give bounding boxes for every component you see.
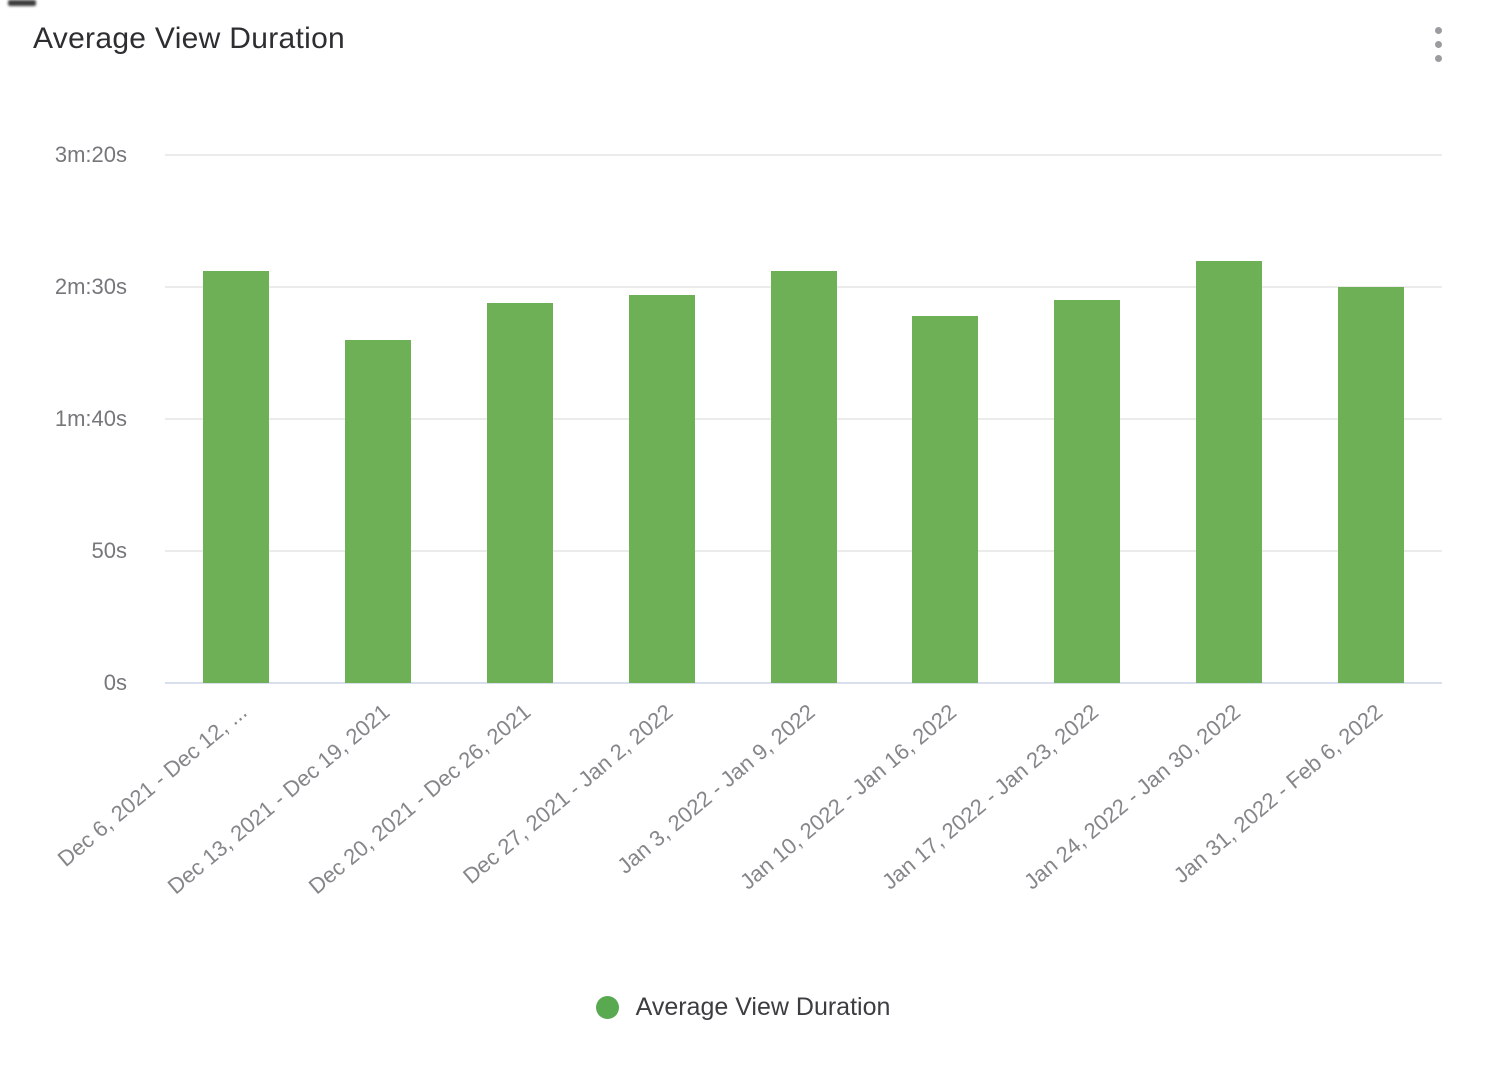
bar-9[interactable] [1338,287,1405,683]
bar-3[interactable] [486,302,553,683]
x-tick-label: Dec 20, 2021 - Dec 26, 2021 [304,699,536,899]
y-tick-label: 3m:20s [54,142,127,167]
x-axis-baseline [165,682,1442,684]
legend-swatch-icon [595,996,619,1019]
bar-5[interactable] [770,271,837,683]
y-gridline [165,154,1442,156]
y-tick-label: 2m:30s [54,274,127,299]
bar-7[interactable] [1054,300,1121,683]
kebab-menu-icon[interactable] [1433,25,1444,64]
bar-6[interactable] [912,316,979,683]
y-tick-label: 1m:40s [54,406,127,431]
bar-chart-plot-area: Dec 6, 2021 - Dec 12, ... Dec 13, 2021 - … [53,154,1442,899]
y-tick-label: 0s [103,670,127,695]
bar-8[interactable] [1196,260,1263,683]
kebab-dot [1435,41,1442,48]
y-tick-label: 50s [91,538,127,563]
x-tick-label: Dec 13, 2021 - Dec 19, 2021 [162,699,394,899]
y-axis: 3m:20s 2m:30s 1m:40s 50s 0s [0,142,127,695]
bar-1[interactable] [202,271,269,683]
screenshot-artifact [8,0,36,6]
kebab-dot [1435,55,1442,62]
legend-label: Average View Duration [635,993,891,1021]
kebab-dot [1435,27,1442,34]
bar-4[interactable] [628,294,695,683]
chart-title: Average View Duration [33,22,346,55]
legend-item[interactable]: Average View Duration [0,993,1486,1022]
bar-2[interactable] [344,339,411,683]
